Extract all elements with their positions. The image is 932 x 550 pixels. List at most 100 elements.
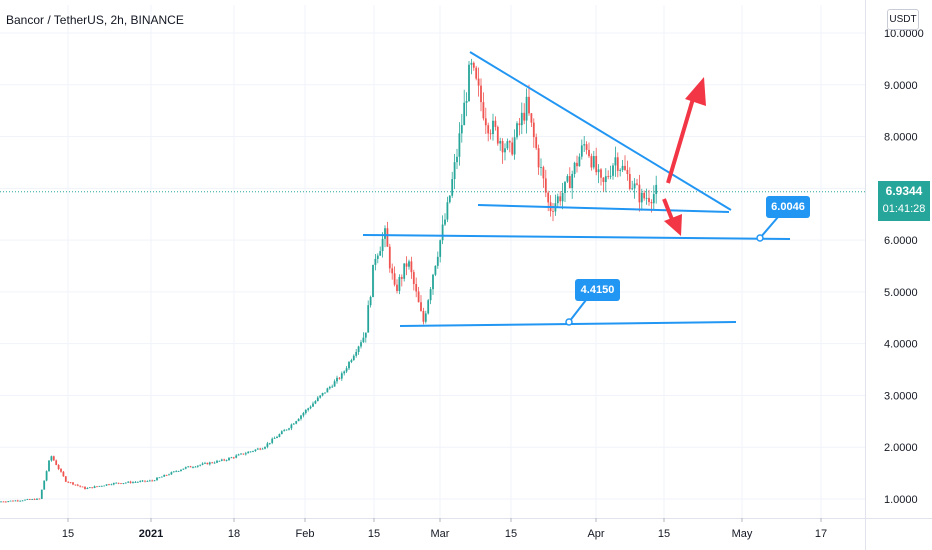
last-price-value: 6.9344 [885,184,923,198]
candle-body [624,165,626,170]
candle-body [316,397,319,402]
currency-button[interactable]: USDT [887,9,919,30]
candle-body [350,360,353,363]
candle-body [518,123,521,126]
candle-body [324,392,326,394]
candle-body [336,377,338,382]
candle-body [379,251,382,256]
candle-body [290,424,293,429]
candle-body [412,272,415,284]
candle-body [163,474,166,477]
callout-anchor-upper [756,234,764,242]
candle-body [12,500,14,502]
candle-body [43,480,46,490]
y-tick-label: 1.0000 [884,494,918,506]
candle-body [506,141,509,149]
candle-body [525,96,528,121]
candle-body [122,483,125,484]
candle-body [595,156,598,173]
price-callout-lower[interactable]: 4.4150 [575,279,620,301]
candle-body [117,482,120,484]
candle-body [112,482,115,485]
candle-body [446,202,449,220]
callout-anchor-lower [565,318,573,326]
candle-body [571,173,574,189]
candle-body [237,454,240,456]
candle-body [129,481,132,483]
candle-body [319,395,322,398]
candle-body [583,144,586,146]
candle-body [302,412,305,416]
candle-body [249,451,252,453]
bar-countdown: 01:41:28 [882,203,926,215]
candle-body [492,120,494,135]
candle-body [580,145,583,157]
candle-body [621,165,624,170]
candle-body [362,337,365,343]
candle-body [360,342,362,347]
candle-body [602,177,605,183]
candle-body [268,442,271,444]
candle-body [146,481,149,482]
candle-body [69,482,72,484]
candle-body [168,474,170,476]
candle-body [38,498,41,500]
candle-body [252,451,254,452]
candle-body [376,255,379,259]
candle-body [98,485,101,487]
x-tick-label: 15 [62,528,74,540]
candle-body [74,484,77,486]
candle-body [139,481,142,482]
candle-body [458,133,461,157]
candle-body [508,141,511,143]
candle-body [175,471,178,473]
candle-body [247,451,250,454]
callout-pointer-lower [568,299,587,323]
candle-body [585,144,588,150]
candle-body [228,457,230,461]
candle-body [158,477,161,479]
candle-body [148,480,151,482]
candle-body [276,436,278,439]
candle-body [348,362,350,369]
x-tick-label: May [732,528,753,540]
candle-body [547,192,550,203]
candle-body [398,277,401,291]
price-callout-upper[interactable]: 6.0046 [766,196,810,218]
candle-body [127,481,130,483]
candle-body [612,165,614,176]
x-tick-label: 17 [815,528,827,540]
candle-body [172,471,175,473]
candle-body [424,313,427,322]
x-tick-label: 15 [505,528,517,540]
last-price-label: 6.9344 01:41:28 [878,181,930,221]
candle-body [192,466,194,468]
candle-body [292,423,295,425]
candle-body [103,485,106,487]
candle-body [393,273,396,285]
candle-body [213,462,216,464]
candle-body [218,460,221,462]
candle-body [645,197,648,199]
candle-body [573,162,576,174]
candle-body [165,474,168,476]
candle-body [52,456,55,461]
candle-body [124,482,127,484]
candle-body [211,462,214,464]
candle-body [386,228,389,247]
candle-body [600,169,602,178]
candle-body [480,85,482,103]
time-axis: 15 2021 18 Feb 15 Mar 15 Apr 15 May 17 [0,518,932,540]
candle-body [352,355,355,361]
support-line-upper [362,234,791,240]
candle-body [62,471,65,477]
candle-body [372,264,374,298]
candle-body [470,62,473,65]
candle-body [21,500,24,502]
candle-body [312,403,314,407]
candle-body [597,169,600,173]
candle-body [266,443,269,447]
candle-body [338,377,341,379]
candle-body [484,118,487,126]
